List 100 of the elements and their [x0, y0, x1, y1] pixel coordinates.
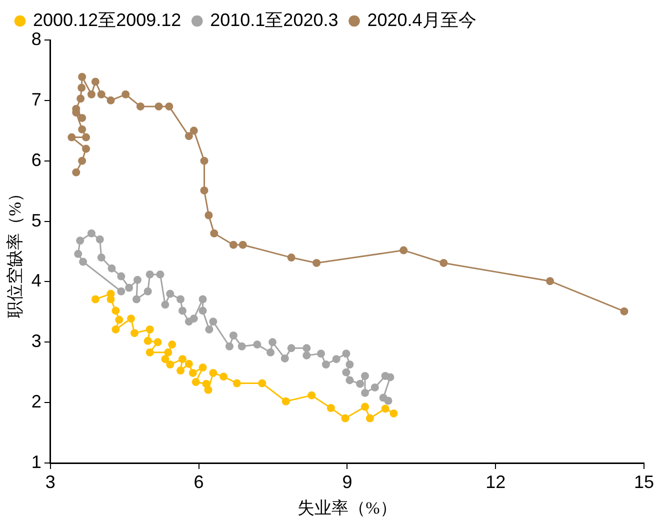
y-tick-label: 4	[31, 270, 42, 291]
point	[192, 378, 200, 386]
point	[400, 246, 408, 254]
point	[133, 276, 142, 284]
point	[176, 295, 185, 304]
point	[112, 325, 120, 334]
point	[130, 329, 139, 338]
x-tick-label: 15	[634, 472, 654, 492]
point	[166, 360, 174, 368]
point	[146, 348, 154, 356]
point	[161, 300, 170, 309]
point	[144, 287, 152, 296]
point	[154, 338, 162, 346]
point	[165, 102, 174, 110]
point	[117, 287, 126, 296]
point	[238, 342, 246, 350]
point	[346, 360, 354, 368]
point	[176, 366, 185, 375]
x-tick-label: 3	[45, 472, 56, 492]
point	[82, 144, 90, 153]
point	[253, 340, 262, 349]
point	[204, 386, 212, 394]
point	[164, 348, 172, 356]
point	[361, 402, 370, 411]
point	[108, 264, 116, 272]
point	[209, 368, 218, 377]
point	[620, 307, 628, 316]
point	[184, 360, 193, 368]
point	[258, 379, 266, 388]
point	[78, 125, 86, 134]
point	[280, 354, 289, 362]
point	[161, 355, 170, 364]
point	[184, 318, 193, 326]
point	[322, 360, 330, 368]
point	[346, 376, 354, 384]
point	[220, 372, 228, 381]
point	[204, 211, 213, 220]
point	[82, 133, 90, 142]
point	[209, 318, 218, 326]
legend-label: 2020.4月至今	[367, 10, 476, 30]
point	[78, 156, 86, 165]
point	[112, 306, 120, 315]
point	[178, 306, 186, 315]
point	[178, 355, 186, 364]
point	[546, 277, 554, 286]
point	[205, 325, 214, 334]
point	[190, 126, 198, 135]
point	[198, 364, 207, 372]
point	[97, 254, 106, 262]
point	[76, 94, 85, 103]
point	[72, 168, 80, 176]
point	[440, 258, 448, 267]
point	[370, 383, 379, 392]
point	[188, 368, 197, 377]
point	[74, 250, 82, 258]
point	[366, 414, 374, 422]
point	[127, 314, 136, 323]
point	[184, 132, 193, 140]
point	[78, 114, 86, 122]
point	[238, 240, 247, 249]
point	[168, 340, 176, 349]
point	[78, 84, 86, 92]
point	[154, 102, 163, 110]
y-tick-label: 3	[31, 331, 42, 352]
point	[97, 90, 106, 98]
legend-label: 2000.12至2009.12	[33, 10, 182, 30]
point	[91, 295, 100, 304]
point	[232, 379, 241, 388]
point	[282, 397, 290, 406]
point	[210, 229, 218, 238]
point	[342, 368, 350, 376]
point	[146, 270, 154, 278]
y-tick-label: 1	[31, 452, 42, 472]
point	[106, 295, 115, 304]
point	[146, 325, 154, 334]
point	[225, 342, 234, 350]
x-tick-label: 12	[486, 472, 506, 492]
point	[361, 388, 370, 397]
point	[379, 394, 388, 402]
point	[91, 78, 100, 86]
point	[326, 404, 335, 412]
point	[287, 254, 296, 262]
point	[198, 295, 207, 304]
point	[302, 344, 311, 352]
y-tick-label: 2	[31, 392, 42, 412]
point	[308, 391, 316, 400]
point	[390, 409, 398, 418]
point	[87, 90, 96, 98]
point	[87, 229, 96, 238]
point	[144, 336, 152, 345]
point	[96, 235, 104, 244]
point	[78, 72, 86, 81]
legend-label: 2010.1至2020.3	[210, 10, 338, 30]
point	[156, 270, 164, 278]
point	[229, 240, 238, 249]
point	[166, 290, 174, 298]
x-tick-label: 9	[342, 472, 352, 492]
y-axis-title: 职位空缺率（%）	[6, 184, 25, 318]
y-tick-label: 8	[31, 28, 42, 49]
point	[132, 295, 140, 304]
